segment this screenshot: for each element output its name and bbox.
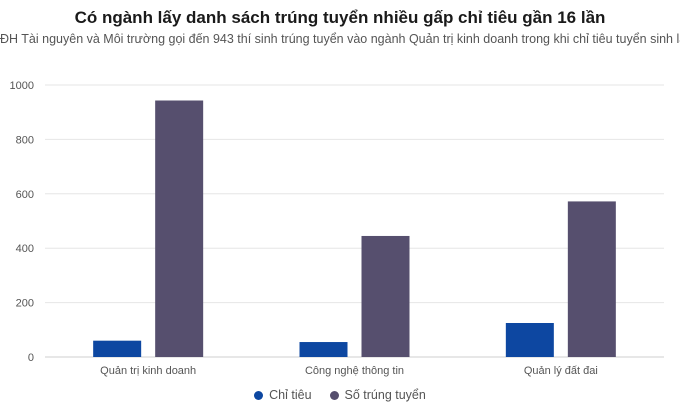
legend-label-so-trung-tuyen: Số trúng tuyển: [344, 388, 426, 402]
legend-swatch-chi-tieu: [254, 390, 264, 400]
x-tick-label: Quản trị kinh doanh: [100, 365, 196, 377]
chart-title: Có ngành lấy danh sách trúng tuyển nhiều…: [74, 8, 606, 27]
y-tick-label: 1000: [10, 80, 34, 92]
y-tick-label: 0: [28, 352, 34, 364]
bar-so-trung-tuyen: [155, 100, 204, 357]
y-tick-label: 800: [16, 134, 34, 146]
legend-item-so-trung-tuyen[interactable]: Số trúng tuyển: [329, 388, 426, 402]
legend: Chỉ tiêu Số trúng tuyển: [0, 388, 680, 402]
legend-label-chi-tieu: Chỉ tiêu: [269, 388, 312, 402]
bar-chi-tieu: [505, 323, 554, 357]
y-tick-label: 400: [16, 243, 34, 255]
legend-swatch-so-trung-tuyen: [329, 390, 339, 400]
bar-chi-tieu: [299, 342, 348, 357]
bar-so-trung-tuyen: [361, 235, 410, 357]
chart-subtitle: ĐH Tài nguyên và Môi trường gọi đến 943 …: [0, 32, 680, 46]
bar-so-trung-tuyen: [567, 201, 616, 357]
x-tick-label: Quản lý đất đai: [524, 365, 598, 377]
y-tick-label: 600: [16, 189, 34, 201]
legend-item-chi-tieu[interactable]: Chỉ tiêu: [254, 388, 312, 402]
bar-chi-tieu: [93, 340, 142, 357]
y-tick-label: 200: [16, 298, 34, 310]
x-tick-label: Công nghệ thông tin: [305, 365, 404, 377]
